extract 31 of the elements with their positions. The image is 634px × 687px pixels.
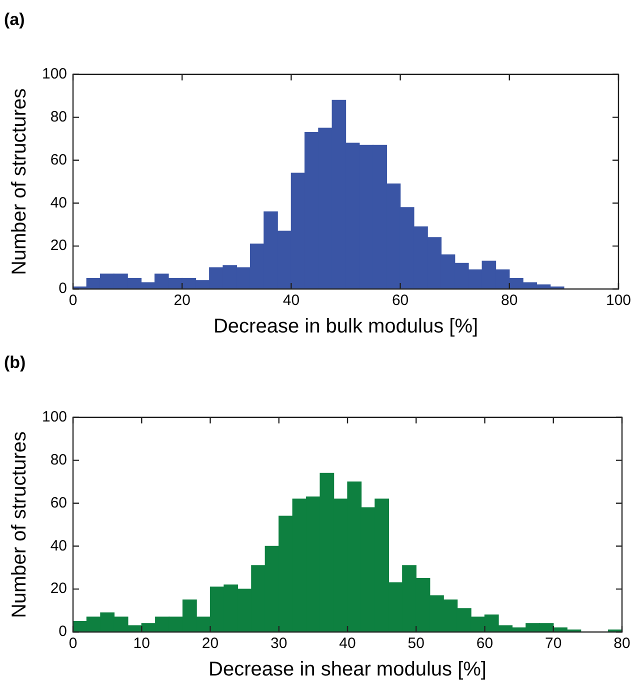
x-tick-label: 60 — [392, 292, 409, 310]
chart-title: (a) — [4, 10, 25, 29]
y-tick-label: 0 — [58, 623, 68, 640]
x-tick-label: 40 — [282, 292, 300, 310]
x-axis-title: Decrease in shear modulus [%] — [208, 658, 486, 681]
y-axis-title: Number of structures — [8, 88, 31, 276]
x-tick-label: 20 — [174, 292, 190, 310]
y-tick-label: 0 — [58, 280, 68, 298]
y-tick-label: 40 — [50, 537, 68, 554]
chart-title: (b) — [4, 352, 26, 372]
x-tick-label: 10 — [133, 635, 150, 652]
y-tick-label: 60 — [50, 151, 68, 168]
x-tick-label: 60 — [476, 635, 494, 652]
y-axis-title: Number of structures — [8, 431, 31, 618]
x-tick-label: 20 — [202, 635, 219, 652]
y-tick-label: 80 — [50, 451, 68, 468]
y-tick-label: 40 — [50, 194, 68, 212]
y-tick-label: 20 — [50, 580, 68, 598]
x-tick-label: 30 — [270, 635, 288, 652]
x-tick-label: 100 — [606, 292, 631, 310]
x-tick-label: 40 — [339, 635, 356, 652]
y-tick-label: 100 — [42, 66, 68, 83]
y-tick-label: 80 — [50, 108, 68, 126]
y-tick-label: 20 — [50, 237, 68, 254]
x-tick-label: 50 — [408, 635, 424, 652]
x-tick-label: 80 — [614, 635, 630, 652]
x-tick-label: 70 — [545, 635, 562, 652]
x-tick-label: 80 — [501, 292, 518, 310]
y-tick-label: 100 — [42, 408, 68, 426]
x-axis-title: Decrease in bulk modulus [%] — [213, 316, 478, 338]
y-tick-label: 60 — [50, 494, 68, 512]
